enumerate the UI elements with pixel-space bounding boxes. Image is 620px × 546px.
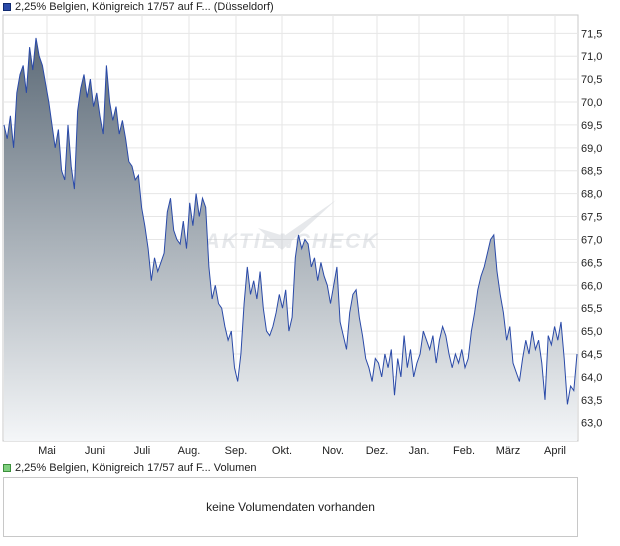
x-tick-label: Sep. — [225, 445, 248, 457]
price-area — [4, 37, 577, 442]
y-tick-label: 69,0 — [581, 143, 602, 155]
y-tick-label: 68,5 — [581, 166, 602, 178]
y-tick-label: 65,5 — [581, 303, 602, 315]
y-tick-label: 64,0 — [581, 372, 602, 384]
x-tick-label: Juni — [85, 445, 105, 457]
volume-panel: keine Volumendaten vorhanden — [3, 477, 578, 537]
no-volume-message: keine Volumendaten vorhanden — [206, 500, 375, 514]
y-tick-label: 65,0 — [581, 326, 602, 338]
y-tick-label: 64,5 — [581, 349, 602, 361]
x-tick-label: Juli — [134, 445, 151, 457]
y-tick-label: 70,5 — [581, 74, 602, 86]
y-tick-label: 70,0 — [581, 97, 602, 109]
x-axis: Mai Juni Juli Aug. Sep. Okt. Nov. Dez. Jan. Feb. M… — [38, 445, 566, 457]
price-line — [3, 37, 578, 405]
y-tick-label: 68,0 — [581, 189, 602, 201]
y-tick-label: 71,5 — [581, 28, 602, 40]
y-axis: 63,0 63,5 64,0 64,5 65,0 65,5 66,0 66,5 67,0 67,5… — [581, 28, 602, 429]
y-tick-label: 66,5 — [581, 257, 602, 269]
y-tick-label: 63,0 — [581, 418, 602, 430]
x-tick-label: Feb. — [453, 445, 475, 457]
watermark: AKTIENCHECK — [204, 200, 380, 253]
price-chart: AKTIENCHECK 63,0 63,5 64,0 64,5 65,0 65,5 66,0… — [2, 14, 602, 457]
y-tick-label: 69,5 — [581, 120, 602, 132]
volume-legend: 2,25% Belgien, Königreich 17/57 auf F...… — [3, 461, 257, 475]
x-tick-label: Nov. — [322, 445, 344, 457]
x-tick-label: März — [496, 445, 520, 457]
y-tick-label: 71,0 — [581, 51, 602, 63]
price-legend-label: 2,25% Belgien, Königreich 17/57 auf F...… — [15, 1, 274, 13]
y-tick-label: 66,0 — [581, 280, 602, 292]
x-tick-label: Mai — [38, 445, 56, 457]
x-tick-label: April — [544, 445, 566, 457]
price-legend: 2,25% Belgien, Königreich 17/57 auf F...… — [3, 0, 274, 14]
price-legend-swatch — [3, 3, 11, 11]
y-tick-label: 63,5 — [581, 395, 602, 407]
y-tick-label: 67,0 — [581, 234, 602, 246]
x-tick-label: Dez. — [366, 445, 389, 457]
x-tick-label: Aug. — [178, 445, 201, 457]
x-tick-label: Jan. — [409, 445, 430, 457]
watermark-text: AKTIENCHECK — [204, 230, 380, 253]
x-tick-label: Okt. — [272, 445, 292, 457]
y-tick-label: 67,5 — [581, 212, 602, 224]
volume-legend-swatch — [3, 464, 11, 472]
volume-legend-label: 2,25% Belgien, Königreich 17/57 auf F...… — [15, 462, 257, 474]
